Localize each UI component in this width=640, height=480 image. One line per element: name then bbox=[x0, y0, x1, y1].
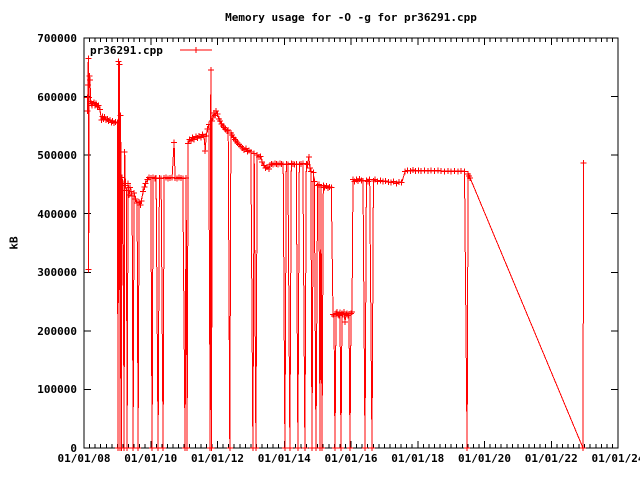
legend-line-sample bbox=[180, 47, 212, 53]
x-tick-label: 01/01/10 bbox=[124, 452, 178, 465]
y-tick-label: 300000 bbox=[37, 266, 77, 280]
y-tick-label: 400000 bbox=[37, 207, 77, 221]
x-tick-label: 01/01/12 bbox=[191, 452, 244, 465]
y-tick-label: 0 bbox=[70, 442, 77, 455]
y-tick-label: 700000 bbox=[37, 32, 77, 45]
data-series-line bbox=[86, 58, 585, 449]
data-point-markers bbox=[84, 55, 587, 451]
x-tick-label: 01/01/16 bbox=[324, 452, 378, 465]
chart-title: Memory usage for -O -g for pr36291.cpp bbox=[225, 11, 477, 24]
axis-ticks bbox=[83, 37, 619, 449]
y-tick-label: 500000 bbox=[37, 149, 77, 163]
legend-label: pr36291.cpp bbox=[90, 44, 163, 57]
y-tick-label: 200000 bbox=[37, 324, 77, 338]
y-axis-label: kB bbox=[7, 236, 21, 250]
x-tick-label: 01/01/20 bbox=[458, 452, 511, 465]
x-tick-label: 01/01/24 bbox=[591, 452, 640, 465]
x-tick-label: 01/01/08 bbox=[57, 452, 111, 465]
y-tick-label: 600000 bbox=[37, 90, 77, 104]
y-tick-label: 100000 bbox=[37, 383, 77, 397]
x-tick-label: 01/01/14 bbox=[257, 452, 311, 465]
x-tick-label: 01/01/22 bbox=[524, 452, 578, 465]
x-tick-label: 01/01/18 bbox=[391, 452, 445, 465]
